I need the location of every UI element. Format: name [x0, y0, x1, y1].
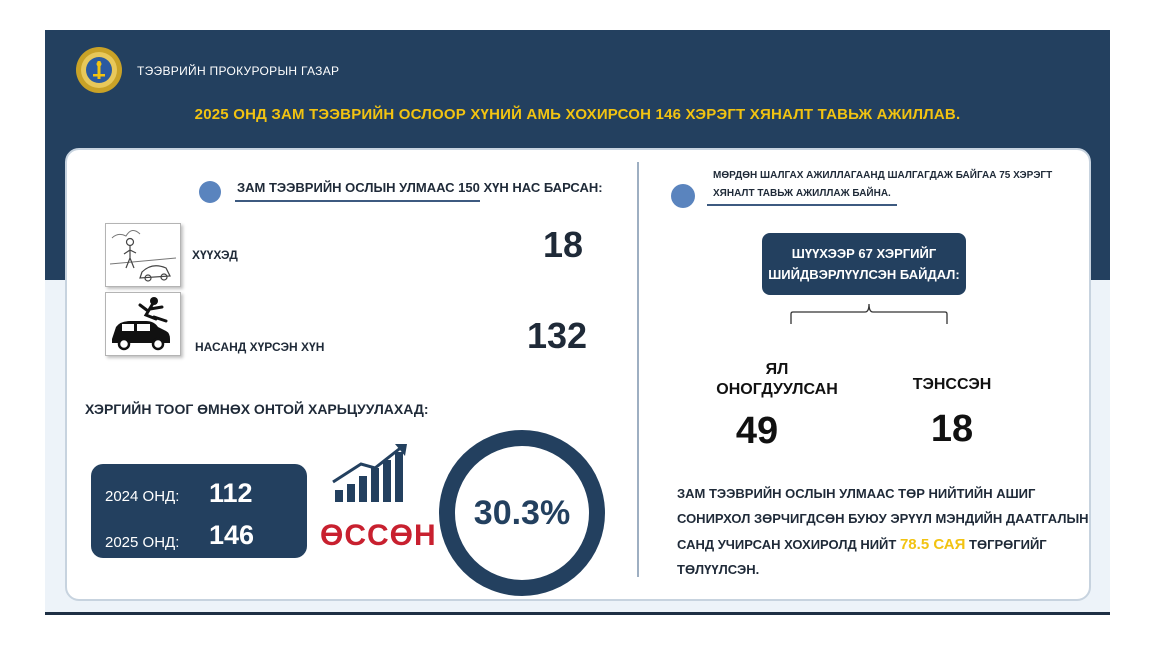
sentenced-label-line2: ОНОГДУУЛСАН	[716, 381, 838, 398]
content-card: ЗАМ ТЭЭВРИЙН ОСЛЫН УЛМААС 150 ХҮН НАС БА…	[65, 148, 1091, 601]
year-2025-label: 2025 ОНД:	[105, 534, 180, 551]
growth-percent-ring: 30.3%	[439, 430, 605, 596]
children-count: 18	[543, 224, 584, 265]
investigation-line1: МӨРДӨН ШАЛГАХ АЖИЛЛАГААНД ШАЛГАГДАЖ БАЙГ…	[713, 170, 1053, 181]
prosecutor-emblem-icon	[76, 47, 122, 93]
compensation-line1: ЗАМ ТЭЭВРИЙН ОСЛЫН УЛМААС ТӨР НИЙТИЙН АШ…	[677, 486, 1036, 501]
outcome-brace	[790, 303, 948, 324]
investigation-line2: ХЯНАЛТ ТАВЬЖ АЖИЛЛАЖ БАЙНА.	[713, 188, 891, 199]
children-label: ХҮҮХЭД	[192, 248, 238, 262]
bullet-dot-icon	[199, 181, 221, 203]
compensation-line3-pre: САНД УЧИРСАН ХОХИРОЛД НИЙТ	[677, 537, 897, 552]
acquitted-count: 18	[930, 408, 974, 450]
deaths-heading-underline	[235, 200, 480, 202]
court-line2: ШИЙДВЭРЛҮҮЛСЭН БАЙДАЛ:	[768, 267, 960, 282]
bullet-dot-icon	[671, 184, 695, 208]
adults-count: 132	[527, 315, 588, 356]
year-2024-value: 112	[209, 478, 253, 508]
court-decision-box: ШҮҮХЭЭР 67 ХЭРГИЙГ ШИЙДВЭРЛҮҮЛСЭН БАЙДАЛ…	[762, 233, 966, 295]
headline: 2025 ОНД ЗАМ ТЭЭВРИЙН ОСЛООР ХҮНИЙ АМЬ Х…	[194, 106, 961, 123]
growth-chart-icon	[332, 444, 407, 502]
child-accident-icon	[105, 223, 181, 287]
column-divider	[637, 162, 639, 577]
acquitted-label: ТЭНССЭН	[912, 376, 992, 393]
adults-label: НАСАНД ХҮРСЭН ХҮН	[195, 340, 325, 354]
compensation-line2: СОНИРХОЛ ЗӨРЧИГДСӨН БУЮУ ЭРҮҮЛ МЭНДИЙН Д…	[677, 511, 1089, 526]
compensation-line4: ТӨЛҮҮЛСЭН.	[677, 562, 760, 577]
court-line1: ШҮҮХЭЭР 67 ХЭРГИЙГ	[791, 246, 937, 261]
compensation-amount: 78.5 САЯ	[899, 536, 966, 553]
year-2025-value: 146	[209, 520, 255, 550]
sentenced-count: 49	[735, 410, 779, 452]
investigation-underline	[707, 204, 897, 206]
growth-word: ӨССӨН	[320, 519, 437, 552]
compensation-line3: САНД УЧИРСАН ХОХИРОЛД НИЙТ 78.5 САЯ ТӨГР…	[677, 536, 1047, 553]
infographic-banner: ТЭЭВРИЙН ПРОКУРОРЫН ГАЗАР 2025 ОНД ЗАМ Т…	[45, 30, 1110, 615]
growth-percent: 30.3%	[473, 494, 571, 532]
deaths-heading: ЗАМ ТЭЭВРИЙН ОСЛЫН УЛМААС 150 ХҮН НАС БА…	[237, 180, 603, 195]
car-pedestrian-icon	[105, 292, 181, 356]
bottom-rule	[45, 612, 1110, 615]
organization-name: ТЭЭВРИЙН ПРОКУРОРЫН ГАЗАР	[137, 64, 340, 78]
year-comparison-box: 2024 ОНД: 112 2025 ОНД: 146	[91, 464, 307, 558]
comparison-heading: ХЭРГИЙН ТООГ ӨМНӨХ ОНТОЙ ХАРЬЦУУЛАХАД:	[85, 401, 429, 417]
compensation-line3-post: ТӨГРӨГИЙГ	[969, 537, 1047, 552]
year-2024-label: 2024 ОНД:	[105, 488, 180, 505]
sentenced-label-line1: ЯЛ	[765, 361, 789, 378]
